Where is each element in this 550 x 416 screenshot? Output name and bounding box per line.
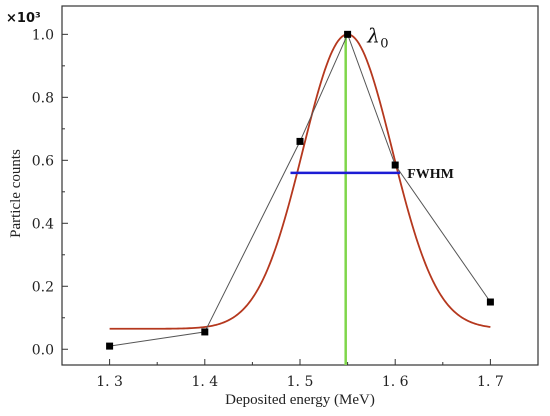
y-tick-label: 0.4 [32, 216, 54, 232]
data-point [486, 298, 494, 306]
plot-area [106, 30, 494, 365]
x-tick-label: 1. 7 [477, 374, 504, 390]
labels: Deposited energy (MeV) Particle counts ×10… [6, 11, 454, 408]
data-point [201, 328, 209, 336]
y-multiplier-label: ×10³ [6, 11, 41, 26]
x-tick-label: 1. 4 [191, 374, 218, 390]
y-tick-label: 0.6 [32, 153, 54, 169]
x-tick-label: 1. 3 [96, 374, 123, 390]
data-point [391, 161, 399, 169]
y-tick-label: 0.2 [32, 279, 54, 295]
x-tick-label: 1. 5 [287, 374, 314, 390]
data-connecting-line [109, 33, 491, 347]
axes [61, 5, 539, 366]
peak-label: λ [366, 23, 380, 47]
y-tick-label: 0.0 [32, 342, 54, 358]
plot-frame [61, 5, 539, 366]
data-point [296, 137, 304, 145]
x-axis-label: Deposited energy (MeV) [225, 392, 375, 408]
y-tick-label: 1.0 [32, 27, 54, 43]
ticks: 1. 3 1. 4 1. 5 1. 6 1. 7 0.0 0.2 0.4 0.6 0.8 1.0 [32, 27, 539, 390]
fwhm-label: FWHM [407, 167, 454, 182]
y-axis-label: Particle counts [8, 149, 24, 238]
y-tick-label: 0.8 [32, 90, 54, 106]
peak-label-subscript: 0 [380, 36, 388, 51]
gaussian-fit-curve [109, 33, 491, 330]
x-tick-label: 1. 6 [382, 374, 409, 390]
data-point [106, 342, 114, 350]
data-point [344, 30, 352, 38]
